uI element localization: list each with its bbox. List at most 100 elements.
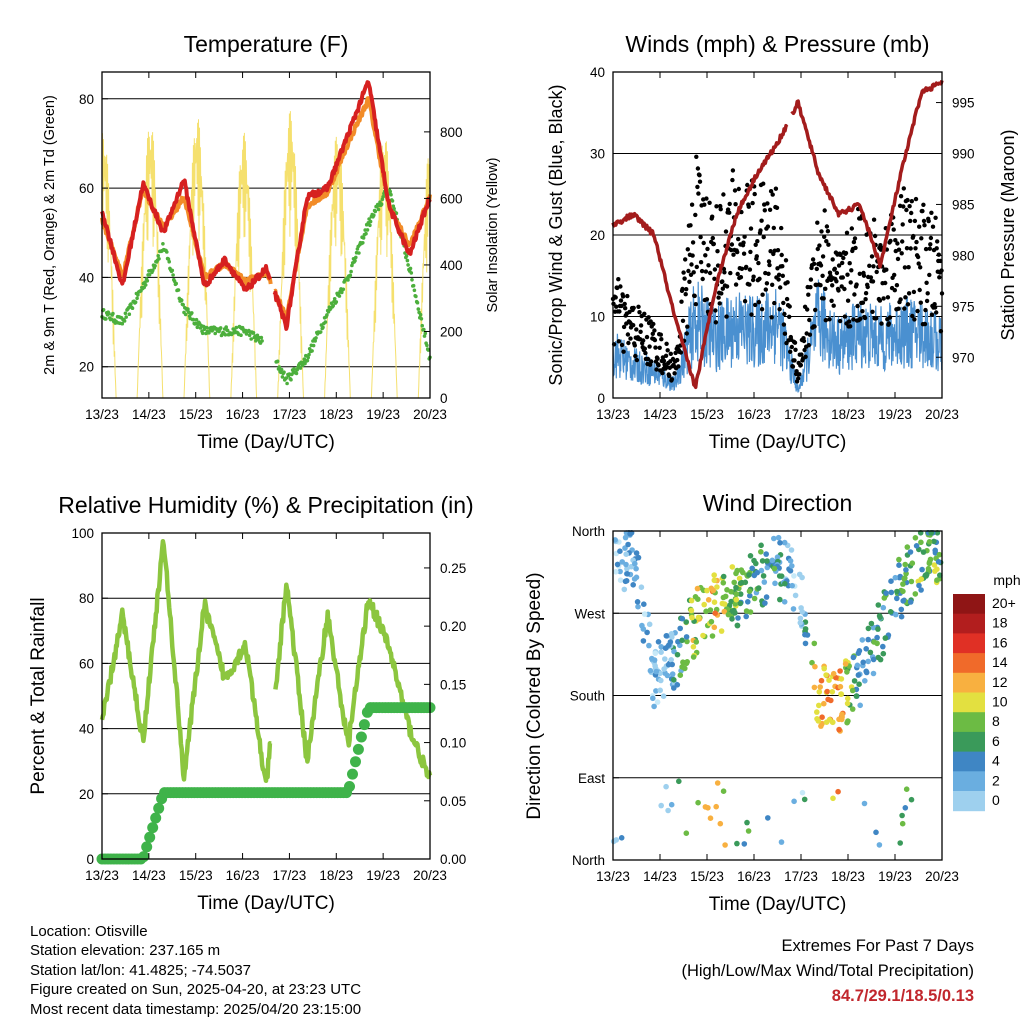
direction-point: [902, 805, 909, 811]
gust-point: [623, 306, 628, 311]
gust-point: [652, 328, 657, 333]
direction-point: [650, 695, 656, 702]
y2-tick-label: 0.00: [440, 852, 466, 867]
x-tick-label: 18/23: [831, 869, 865, 884]
gust-point: [854, 282, 859, 287]
direction-point: [720, 788, 727, 794]
gust-point: [857, 271, 862, 276]
gust-point: [724, 284, 730, 289]
dewpoint-point: [174, 281, 178, 286]
direction-point: [772, 580, 778, 587]
gust-point: [713, 308, 718, 313]
gust-point: [720, 286, 725, 291]
dewpoint-point: [181, 303, 185, 307]
gust-point: [829, 298, 834, 303]
direction-point: [844, 700, 851, 707]
gust-point: [907, 204, 912, 209]
gust-point: [823, 286, 828, 291]
x-tick-label: 13/23: [85, 868, 119, 883]
gust-point: [862, 315, 868, 321]
gust-point: [695, 166, 701, 171]
gust-point: [818, 263, 824, 268]
dewpoint-point: [307, 347, 312, 351]
direction-point: [796, 571, 803, 578]
x-tick-label: 14/23: [643, 407, 677, 422]
direction-point: [814, 709, 820, 715]
direction-point: [613, 569, 619, 575]
temp-2m-series-line: [100, 80, 432, 331]
dewpoint-point: [412, 288, 417, 293]
colorbar-swatch: [953, 712, 985, 733]
dewpoint-point: [367, 217, 371, 221]
direction-point: [823, 672, 829, 678]
dewpoint-point: [368, 219, 373, 224]
direction-point: [860, 659, 866, 666]
gust-point: [902, 306, 907, 311]
gust-point: [705, 246, 710, 252]
gust-point: [830, 257, 835, 262]
dewpoint-point: [310, 349, 314, 353]
direction-point: [682, 660, 688, 666]
x-tick-label: 15/23: [690, 407, 724, 422]
direction-title: Wind Direction: [703, 490, 853, 516]
gust-point: [766, 259, 772, 264]
gust-point: [678, 350, 684, 355]
gust-point: [717, 301, 722, 306]
direction-point: [622, 534, 629, 541]
gust-point: [898, 194, 904, 199]
gust-point: [852, 236, 858, 241]
gust-point: [669, 377, 675, 382]
direction-point: [707, 815, 714, 821]
dewpoint-point: [130, 306, 135, 311]
gust-point: [634, 357, 640, 363]
gust-point: [680, 286, 685, 292]
direction-point: [662, 656, 668, 662]
colorbar-label: 16: [992, 634, 1008, 650]
gust-point: [616, 277, 621, 282]
gust-point: [697, 179, 703, 184]
x-tick-label: 13/23: [85, 407, 119, 422]
y-tick-label: 40: [79, 270, 94, 285]
gust-point: [703, 253, 708, 258]
direction-point: [790, 606, 797, 612]
direction-point: [622, 578, 629, 585]
gust-point: [906, 291, 912, 296]
direction-point: [633, 574, 640, 581]
dewpoint-point: [353, 258, 357, 263]
direction-point: [676, 778, 682, 785]
rh-series-line: [99, 538, 433, 784]
gust-point: [779, 252, 784, 258]
x-tick-label: 16/23: [737, 869, 771, 884]
dewpoint-point: [289, 377, 293, 382]
gust-point: [697, 173, 702, 178]
y2-tick-label: 200: [440, 324, 463, 339]
direction-point: [758, 567, 765, 574]
gust-point: [893, 238, 898, 243]
gust-point: [792, 358, 797, 363]
gust-point: [650, 331, 655, 336]
x-tick-label: 19/23: [878, 407, 912, 422]
direction-point: [705, 805, 711, 811]
gust-point: [845, 272, 850, 277]
direction-point: [657, 687, 663, 694]
dewpoint-point: [213, 331, 217, 336]
latlon-text: Station lat/lon: 41.4825; -74.5037: [30, 961, 252, 979]
direction-point: [849, 706, 856, 712]
gust-point: [707, 270, 713, 276]
gust-point: [869, 254, 875, 259]
gust-point: [694, 154, 699, 159]
direction-point: [688, 607, 695, 614]
gust-point: [884, 267, 889, 272]
direction-point: [857, 702, 863, 709]
dewpoint-point: [153, 264, 157, 268]
direction-point: [854, 662, 861, 669]
precip-point: [138, 851, 150, 863]
gust-point: [679, 299, 684, 304]
gust-point: [914, 239, 919, 245]
direction-point: [777, 540, 783, 546]
direction-point: [856, 681, 862, 687]
y2-tick-label: 0: [440, 391, 448, 406]
y-tick-label: 20: [79, 360, 94, 375]
gust-point: [883, 280, 888, 286]
y-tick-label: West: [574, 606, 605, 621]
